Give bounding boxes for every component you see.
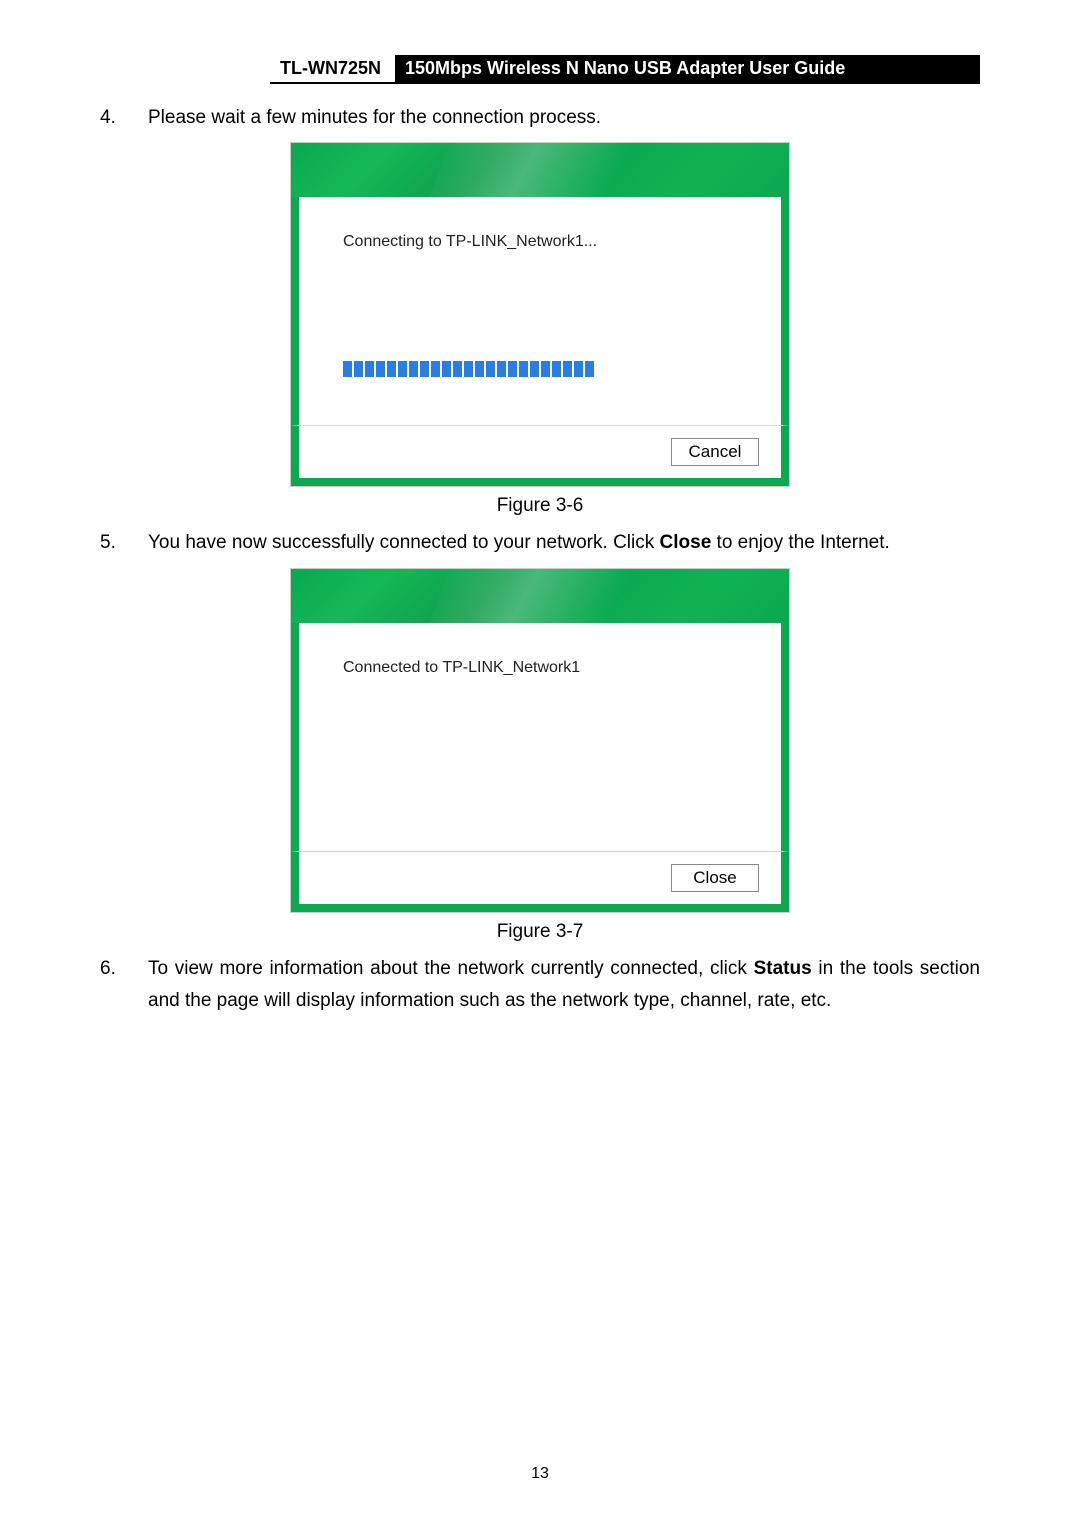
figure-caption-3-7: Figure 3-7 <box>100 921 980 943</box>
progress-segment <box>530 361 539 377</box>
step-text-bold: Status <box>754 958 812 979</box>
figure-3-7: Connected to TP-LINK_Network1 Close <box>100 568 980 913</box>
step-text-bold: Close <box>660 532 712 553</box>
progress-segment <box>354 361 363 377</box>
progress-segment <box>541 361 550 377</box>
dialog-footer: Cancel <box>291 425 789 486</box>
progress-segment <box>442 361 451 377</box>
progress-segment <box>464 361 473 377</box>
step-text: To view more information about the netwo… <box>148 953 980 1018</box>
step-text: You have now successfully connected to y… <box>148 527 980 559</box>
progress-segment <box>398 361 407 377</box>
step-text-post: to enjoy the Internet. <box>711 532 890 553</box>
dialog-header-decoration <box>291 569 789 623</box>
progress-bar <box>343 361 741 377</box>
cancel-button[interactable]: Cancel <box>671 438 759 466</box>
dialog-body: Connecting to TP-LINK_Network1... <box>291 197 789 425</box>
progress-segment <box>431 361 440 377</box>
connected-dialog: Connected to TP-LINK_Network1 Close <box>290 568 790 913</box>
progress-segment <box>574 361 583 377</box>
progress-segment <box>365 361 374 377</box>
step-number: 6. <box>100 953 148 1018</box>
dialog-body: Connected to TP-LINK_Network1 <box>291 623 789 851</box>
progress-segment <box>508 361 517 377</box>
connecting-dialog: Connecting to TP-LINK_Network1... Cancel <box>290 142 790 487</box>
progress-segment <box>387 361 396 377</box>
progress-segment <box>475 361 484 377</box>
close-button[interactable]: Close <box>671 864 759 892</box>
step-number: 5. <box>100 527 148 559</box>
connected-message: Connected to TP-LINK_Network1 <box>343 659 741 677</box>
figure-caption-3-6: Figure 3-6 <box>100 495 980 517</box>
progress-segment <box>563 361 572 377</box>
document-header: TL-WN725N 150Mbps Wireless N Nano USB Ad… <box>270 55 980 84</box>
progress-segment <box>420 361 429 377</box>
progress-segment <box>453 361 462 377</box>
dialog-header-decoration <box>291 143 789 197</box>
figure-3-6: Connecting to TP-LINK_Network1... Cancel <box>100 142 980 487</box>
progress-segment <box>343 361 352 377</box>
progress-segment <box>585 361 594 377</box>
progress-segment <box>376 361 385 377</box>
step-number: 4. <box>100 102 148 134</box>
step-text: Please wait a few minutes for the connec… <box>148 102 980 134</box>
progress-segment <box>486 361 495 377</box>
connecting-message: Connecting to TP-LINK_Network1... <box>343 233 741 251</box>
document-title: 150Mbps Wireless N Nano USB Adapter User… <box>395 55 980 82</box>
progress-segment <box>409 361 418 377</box>
product-model: TL-WN725N <box>270 55 395 82</box>
progress-segment <box>497 361 506 377</box>
progress-segment <box>519 361 528 377</box>
progress-segment <box>552 361 561 377</box>
step-5: 5. You have now successfully connected t… <box>100 527 980 559</box>
step-4: 4. Please wait a few minutes for the con… <box>100 102 980 134</box>
page-number: 13 <box>0 1465 1080 1483</box>
step-text-pre: You have now successfully connected to y… <box>148 532 660 553</box>
document-page: TL-WN725N 150Mbps Wireless N Nano USB Ad… <box>0 0 1080 1017</box>
step-6: 6. To view more information about the ne… <box>100 953 980 1018</box>
step-text-pre: To view more information about the netwo… <box>148 958 754 979</box>
dialog-footer: Close <box>291 851 789 912</box>
